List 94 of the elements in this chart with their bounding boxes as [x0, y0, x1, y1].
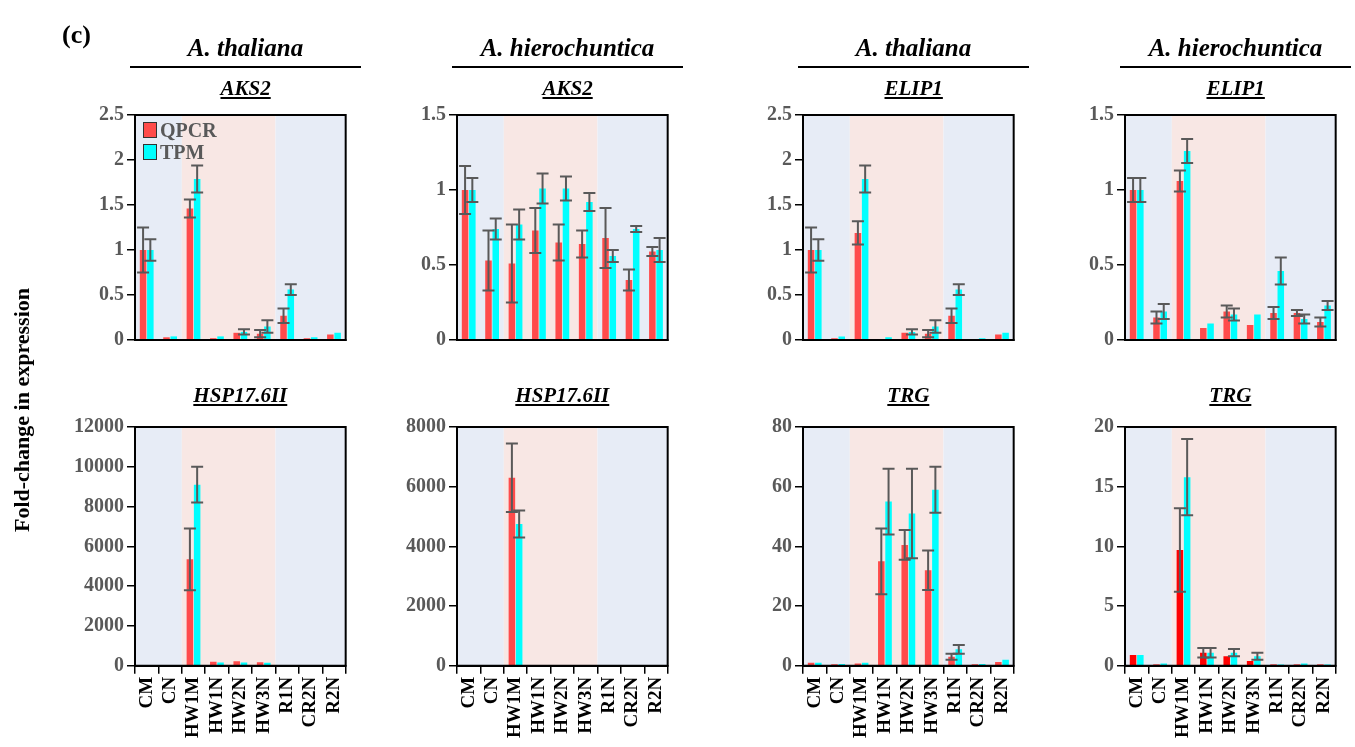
y-tick-label: 0.5 [99, 282, 124, 305]
y-tick-label: 8000 [84, 493, 124, 516]
x-tick-label: HW3N [573, 676, 595, 734]
x-tick-label: CM [1124, 676, 1146, 709]
x-tick-label: HW1M [181, 676, 203, 739]
x-tick-label: HW3N [251, 676, 273, 734]
y-tick-label: 1.5 [99, 192, 124, 215]
chart-title: HSP17.6II [515, 383, 610, 408]
y-tick-label: 10 [1094, 533, 1114, 556]
text: (c) [62, 20, 91, 50]
y-tick-label: 0 [1104, 652, 1114, 675]
y-tick-label: 5 [1104, 593, 1114, 616]
y-tick-label: 2.5 [767, 102, 792, 125]
legend-label: TPM [159, 141, 206, 163]
y-tick-label: 0 [436, 327, 446, 350]
y-tick-label: 6000 [406, 473, 446, 496]
chart-subtitle: AKS2 [542, 76, 593, 101]
chart-title: HSP17.6II [193, 383, 288, 408]
x-tick-label: CM [134, 676, 156, 709]
y-tick-label: 1 [436, 177, 446, 200]
y-tick-label: 4000 [406, 533, 446, 556]
x-tick-label: HW3N [1241, 676, 1263, 734]
y-tick-label: 0.5 [767, 282, 792, 305]
x-tick-label: CR2N [1288, 676, 1310, 728]
x-tick-label: HW1M [849, 676, 871, 739]
y-tick-label: 2.5 [99, 102, 124, 125]
y-tick-label: 40 [772, 533, 792, 556]
y-tick-label: 2000 [406, 593, 446, 616]
y-tick-label: 0 [436, 652, 446, 675]
y-tick-label: 10000 [74, 453, 124, 476]
x-tick-label: HW2N [1218, 676, 1240, 734]
y-tick-label: 0 [782, 327, 792, 350]
chart-subtitle: ELIP1 [1206, 76, 1265, 101]
x-tick-label: HW1M [503, 676, 525, 739]
y-tick-label: 0.5 [1089, 252, 1114, 275]
y-tick-label: 15 [1094, 473, 1114, 496]
x-tick-label: CM [802, 676, 824, 709]
x-tick-label: R2N [321, 676, 343, 714]
y-tick-label: 0 [114, 327, 124, 350]
x-tick-label: CM [456, 676, 478, 709]
x-tick-label: CR2N [966, 676, 988, 728]
x-tick-label: R2N [989, 676, 1011, 714]
y-tick-label: 1.5 [1089, 102, 1114, 125]
x-tick-label: CN [158, 676, 180, 705]
x-tick-label: R1N [943, 676, 965, 714]
chart-title: TRG [887, 383, 930, 408]
x-tick-label: CN [826, 676, 848, 705]
x-tick-label: HW1N [526, 676, 548, 734]
x-tick-label: HW2N [228, 676, 250, 734]
x-tick-label: R1N [275, 676, 297, 714]
y-tick-label: 80 [772, 414, 792, 437]
y-tick-label: 60 [772, 473, 792, 496]
chart-title: A. hierochuntica [452, 34, 683, 68]
y-tick-label: 0 [114, 652, 124, 675]
y-tick-label: 20 [772, 593, 792, 616]
y-tick-label: 0.5 [421, 252, 446, 275]
y-tick-label: 0 [1104, 327, 1114, 350]
x-tick-label: HW3N [919, 676, 941, 734]
y-tick-label: 1.5 [767, 192, 792, 215]
y-tick-label: 1 [1104, 177, 1114, 200]
legend-label: QPCR [159, 119, 217, 141]
chart-title: TRG [1209, 383, 1252, 408]
x-tick-label: CN [480, 676, 502, 705]
x-tick-label: CN [1148, 676, 1170, 705]
chart-subtitle: ELIP1 [884, 76, 943, 101]
x-tick-label: R2N [643, 676, 665, 714]
x-tick-label: HW2N [550, 676, 572, 734]
y-tick-label: 8000 [406, 414, 446, 437]
x-tick-label: CR2N [298, 676, 320, 728]
chart-title: A. thaliana [798, 34, 1029, 68]
y-tick-label: 0 [782, 652, 792, 675]
y-tick-label: 2 [114, 147, 124, 170]
y-tick-label: 12000 [74, 414, 124, 437]
x-tick-label: HW1M [1171, 676, 1193, 739]
y-tick-label: 1 [782, 237, 792, 260]
y-tick-label: 1 [114, 237, 124, 260]
x-tick-label: CR2N [620, 676, 642, 728]
chart-title: A. hierochuntica [1120, 34, 1351, 68]
x-tick-label: HW1N [204, 676, 226, 734]
x-tick-label: R1N [1265, 676, 1287, 714]
chart-title: A. thaliana [130, 34, 361, 68]
x-tick-label: R2N [1311, 676, 1333, 714]
y-tick-label: 6000 [84, 533, 124, 556]
x-tick-label: R1N [597, 676, 619, 714]
x-tick-label: HW1N [872, 676, 894, 734]
chart-subtitle: AKS2 [220, 76, 271, 101]
y-tick-label: 20 [1094, 414, 1114, 437]
y-tick-label: 4000 [84, 573, 124, 596]
y-tick-label: 2 [782, 147, 792, 170]
x-tick-label: HW2N [896, 676, 918, 734]
y-tick-label: 2000 [84, 613, 124, 636]
x-tick-label: HW1N [1194, 676, 1216, 734]
y-tick-label: 1.5 [421, 102, 446, 125]
y-axis-title: Fold-change in expression [9, 287, 36, 533]
